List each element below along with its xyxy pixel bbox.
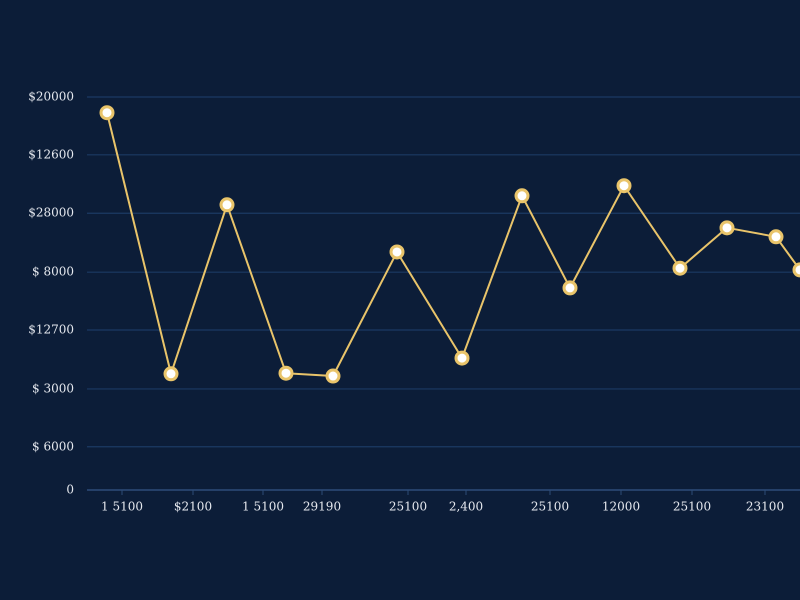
point-marker <box>163 366 179 382</box>
point-marker <box>672 260 688 276</box>
x-tick-label: 23100 <box>746 500 784 514</box>
x-tick-label: 12000 <box>602 500 640 514</box>
x-tick-label: $2100 <box>174 500 212 514</box>
x-tick-label: 1 5100 <box>242 500 284 514</box>
point-marker <box>325 368 341 384</box>
series-line <box>106 112 800 377</box>
point-marker <box>278 365 294 381</box>
y-tick-label: 0 <box>66 483 74 497</box>
y-tick-label: $12600 <box>28 147 74 161</box>
y-tick-label: $12700 <box>28 322 74 336</box>
x-tick-label: 1 5100 <box>101 500 143 514</box>
y-tick-label: $ 6000 <box>32 439 74 453</box>
y-tick-label: $28000 <box>28 206 74 220</box>
point-marker <box>99 105 115 121</box>
point-marker <box>514 188 530 204</box>
marks-layer <box>99 105 800 384</box>
point-marker <box>719 220 735 236</box>
y-tick-label: $ 3000 <box>32 381 74 395</box>
point-marker <box>616 178 632 194</box>
point-marker <box>768 229 784 245</box>
x-tick-label: 25100 <box>531 500 569 514</box>
y-tick-label: $ 8000 <box>32 265 74 279</box>
point-marker <box>454 350 470 366</box>
x-tick-label: 25100 <box>389 500 427 514</box>
y-tick-label: $20000 <box>28 90 74 104</box>
x-tick-label: 29190 <box>303 500 341 514</box>
point-marker <box>389 244 405 260</box>
point-marker <box>219 197 235 213</box>
x-tick-label: 25100 <box>673 500 711 514</box>
point-marker <box>562 280 578 296</box>
x-tick-label: 2,400 <box>449 500 483 514</box>
point-marker <box>792 262 800 278</box>
axes-layer: 0 $ 6000 $ 3000 $12700 $ 8000 $28000 $12600 $20… <box>28 90 800 514</box>
